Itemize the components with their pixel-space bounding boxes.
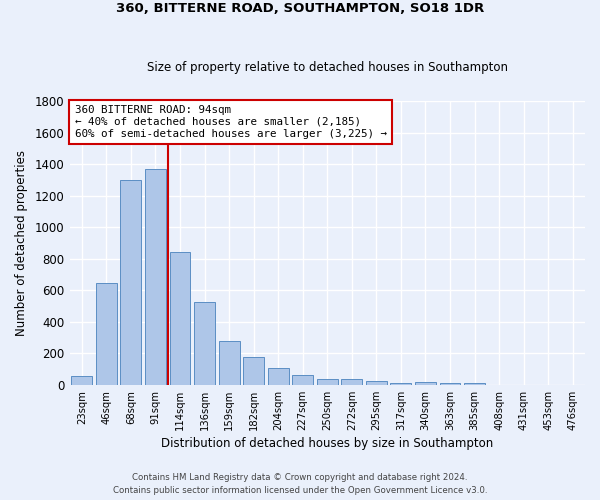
Bar — [71, 376, 92, 385]
Text: 360 BITTERNE ROAD: 94sqm
← 40% of detached houses are smaller (2,185)
60% of sem: 360 BITTERNE ROAD: 94sqm ← 40% of detach… — [75, 106, 387, 138]
Bar — [292, 374, 313, 385]
Title: Size of property relative to detached houses in Southampton: Size of property relative to detached ho… — [147, 60, 508, 74]
Bar — [341, 380, 362, 385]
Bar — [145, 169, 166, 385]
Bar — [218, 342, 239, 385]
Bar — [464, 383, 485, 385]
Y-axis label: Number of detached properties: Number of detached properties — [15, 150, 28, 336]
Bar — [243, 357, 264, 385]
Bar — [440, 383, 460, 385]
Text: Contains HM Land Registry data © Crown copyright and database right 2024.
Contai: Contains HM Land Registry data © Crown c… — [113, 474, 487, 495]
Bar — [317, 380, 338, 385]
Bar — [170, 252, 190, 385]
Bar — [96, 283, 117, 385]
Bar — [366, 381, 387, 385]
Bar — [194, 302, 215, 385]
Text: 360, BITTERNE ROAD, SOUTHAMPTON, SO18 1DR: 360, BITTERNE ROAD, SOUTHAMPTON, SO18 1D… — [116, 2, 484, 16]
X-axis label: Distribution of detached houses by size in Southampton: Distribution of detached houses by size … — [161, 437, 493, 450]
Bar — [121, 180, 142, 385]
Bar — [391, 383, 412, 385]
Bar — [268, 368, 289, 385]
Bar — [415, 382, 436, 385]
